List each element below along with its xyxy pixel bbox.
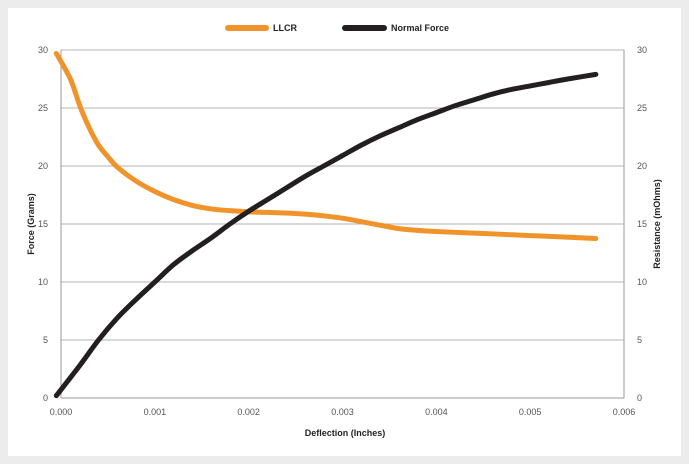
y2-tick-label: 25 (637, 103, 647, 113)
x-tick-label: 0.002 (237, 407, 260, 417)
series-lines (53, 50, 599, 399)
gridlines (61, 49, 624, 341)
chart-panel: 0 0 5 5 10 10 15 15 20 20 25 25 30 30 0.000 0.001 0.002 0… (8, 8, 681, 456)
y2-tick-label: 20 (637, 161, 647, 171)
axes (60, 50, 625, 399)
line-chart: 0 0 5 5 10 10 15 15 20 20 25 25 30 30 0.000 0.001 0.002 0… (26, 23, 662, 438)
series-line-llcr (53, 50, 599, 241)
x-axis-title: Deflection (Inches) (305, 428, 386, 438)
y2-tick-label: 5 (637, 335, 642, 345)
legend-label-normal-force: Normal Force (391, 23, 449, 33)
y-tick-label: 5 (43, 335, 48, 345)
y-axis-title: Force (Grams) (26, 193, 36, 255)
x-tick-label: 0.004 (425, 407, 448, 417)
y-tick-label: 15 (38, 219, 48, 229)
x-tick-label: 0.006 (613, 407, 636, 417)
x-tick-label: 0.003 (331, 407, 354, 417)
tick-labels: 0 0 5 5 10 10 15 15 20 20 25 25 30 30 0.000 0.001 0.002 0… (38, 45, 647, 417)
y-tick-label: 10 (38, 277, 48, 287)
series-line-normal-force (53, 71, 599, 399)
y-tick-label: 30 (38, 45, 48, 55)
y-tick-label: 25 (38, 103, 48, 113)
y-tick-label: 0 (43, 393, 48, 403)
y2-tick-label: 15 (637, 219, 647, 229)
y2-tick-label: 10 (637, 277, 647, 287)
legend: LLCR Normal Force (225, 23, 449, 33)
x-tick-label: 0.005 (519, 407, 542, 417)
y2-tick-label: 0 (637, 393, 642, 403)
x-tick-label: 0.001 (144, 407, 167, 417)
legend-label-llcr: LLCR (273, 23, 297, 33)
y2-axis-title: Resistance (mOhms) (652, 179, 662, 269)
x-tick-label: 0.000 (50, 407, 73, 417)
y2-tick-label: 30 (637, 45, 647, 55)
y-tick-label: 20 (38, 161, 48, 171)
